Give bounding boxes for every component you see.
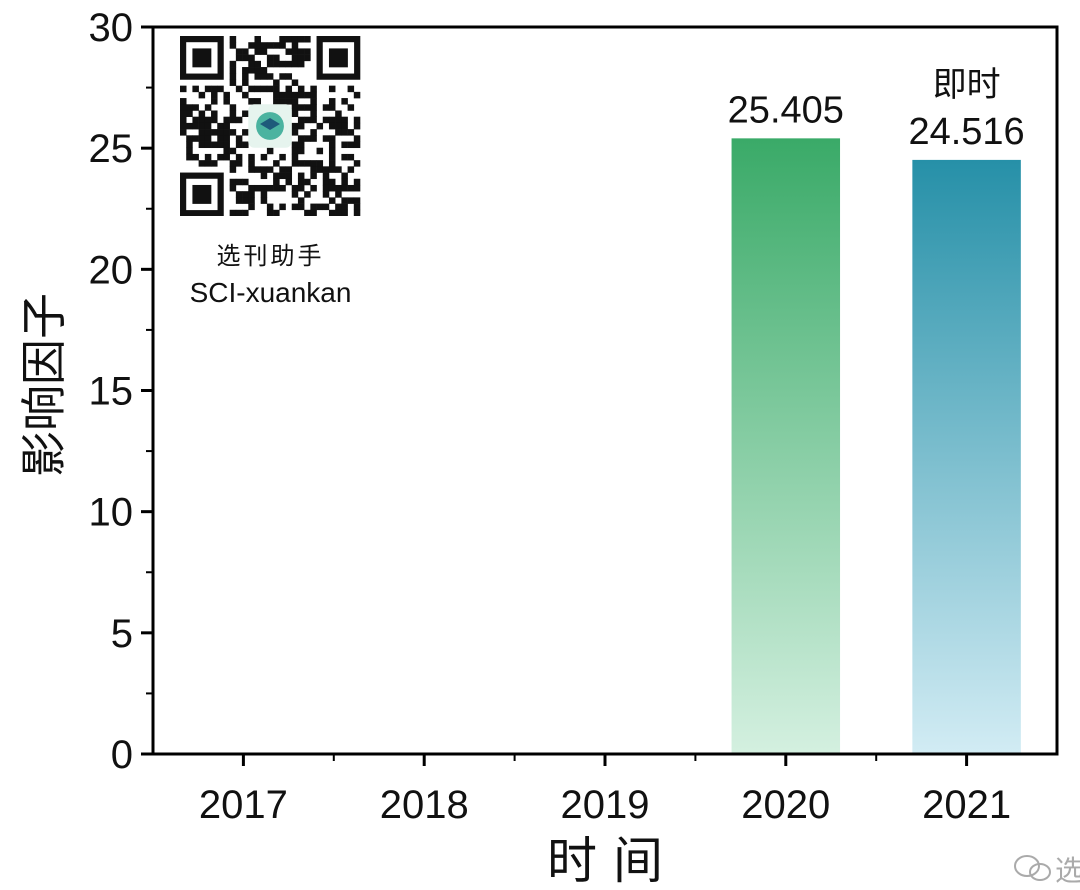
- watermark-text: 选: [1055, 854, 1080, 887]
- wechat-watermark: 选: [1005, 842, 1080, 890]
- bars-layer: [731, 138, 1021, 754]
- bar-2020: [731, 138, 841, 754]
- y-tick-label: 10: [89, 491, 134, 535]
- x-tick-label: 2018: [380, 783, 469, 827]
- x-axis-label: 时 间: [547, 832, 663, 890]
- bar-annotation-2021: 即时: [933, 65, 1001, 105]
- wechat-icon: [1014, 855, 1051, 881]
- y-tick-label: 20: [89, 248, 134, 292]
- y-axis-label: 影响因子: [17, 293, 71, 477]
- labels-layer: 25.405 24.516 即时 0 5 10 15 20 25 30 2017 2018 2019 20…: [89, 6, 1025, 827]
- y-tick-label: 30: [89, 6, 134, 50]
- qr-caption: 选刊助手 SCI-xuankan: [168, 236, 373, 309]
- y-tick-label: 5: [111, 612, 133, 656]
- x-tick-label: 2021: [922, 783, 1011, 827]
- x-tick-label: 2020: [741, 783, 830, 827]
- qr-caption-cn: 选刊助手: [216, 242, 325, 270]
- data-label-2021: 24.516: [908, 111, 1024, 153]
- y-tick-label: 0: [111, 733, 133, 777]
- qr-caption-en: SCI-xuankan: [189, 277, 352, 308]
- data-label-2020: 25.405: [728, 89, 844, 131]
- qr-code-image: [168, 36, 373, 221]
- ticks-layer: [141, 25, 969, 766]
- y-tick-label: 25: [89, 127, 134, 171]
- x-tick-label: 2017: [199, 783, 288, 827]
- bar-2021: [912, 159, 1021, 754]
- x-tick-label: 2019: [561, 783, 650, 827]
- y-tick-label: 15: [89, 370, 134, 414]
